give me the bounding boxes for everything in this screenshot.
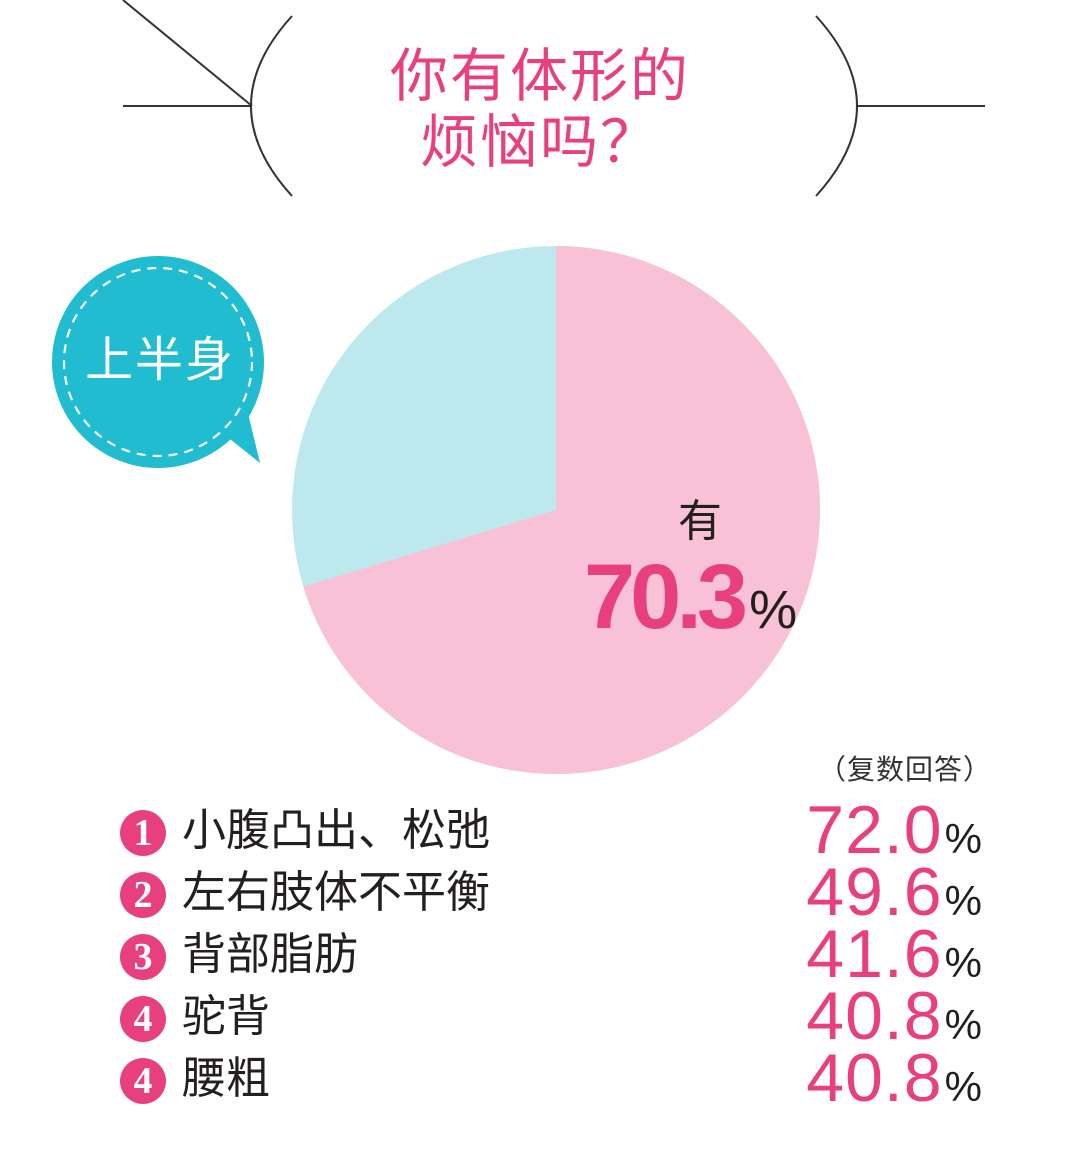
rank-number-icon: 4 <box>120 996 166 1042</box>
rank-value: 40.8% <box>806 982 982 1050</box>
ranking-row: 4 腰粗 40.8% <box>120 1044 1000 1112</box>
rank-value: 49.6% <box>806 858 982 926</box>
ranking-row: 3 背部脂肪 41.6% <box>120 920 1000 988</box>
pie-yes-label: 有 <box>678 496 722 547</box>
rank-number-icon: 3 <box>120 934 166 980</box>
speech-bubble-icon <box>52 256 264 468</box>
rank-label: 腰粗 <box>182 1053 270 1104</box>
pie-yes-number: 70.3 <box>584 546 748 648</box>
rank-value-number: 49.6 <box>806 854 943 930</box>
rank-label: 小腹凸出、松弛 <box>182 805 490 856</box>
rank-value-unit: % <box>944 1001 982 1048</box>
ranking-row: 4 驼背 40.8% <box>120 982 1000 1050</box>
rank-value-unit: % <box>944 815 982 862</box>
rank-value-unit: % <box>944 939 982 986</box>
rank-value: 72.0% <box>806 796 982 864</box>
page-title-line-1: 你有体形的 <box>389 42 690 110</box>
pie-yes-value: 70.3% <box>584 551 798 643</box>
rank-value-number: 40.8 <box>806 978 943 1054</box>
rank-label: 左右肢体不平衡 <box>182 867 490 918</box>
rank-value: 41.6% <box>806 920 982 988</box>
rank-value-number: 41.6 <box>806 916 943 992</box>
rank-label: 背部脂肪 <box>182 929 358 980</box>
rank-value-number: 72.0 <box>806 792 943 868</box>
pie-chart <box>292 246 820 775</box>
page-title-line-2: 烦恼吗？ <box>419 108 660 176</box>
title-right-paren <box>815 15 858 197</box>
badge-label: 上半身 <box>84 332 235 388</box>
multiple-answer-note: （复数回答） <box>817 753 992 786</box>
title-left-paren <box>250 15 293 197</box>
ranking-row: 2 左右肢体不平衡 49.6% <box>120 858 1000 926</box>
pie-slice-yes <box>303 246 820 775</box>
rank-number-icon: 4 <box>120 1058 166 1104</box>
rank-value-unit: % <box>944 1063 982 1110</box>
title-bracket-decoration <box>122 0 985 197</box>
rank-label: 驼背 <box>182 991 270 1042</box>
ranking-row: 1 小腹凸出、松弛 72.0% <box>120 796 1000 864</box>
pie-yes-percent-sign: % <box>749 580 798 640</box>
rank-value-unit: % <box>944 877 982 924</box>
rank-value: 40.8% <box>806 1044 982 1112</box>
rank-value-number: 40.8 <box>806 1040 943 1116</box>
rank-number-icon: 1 <box>120 810 166 856</box>
rank-number-icon: 2 <box>120 872 166 918</box>
